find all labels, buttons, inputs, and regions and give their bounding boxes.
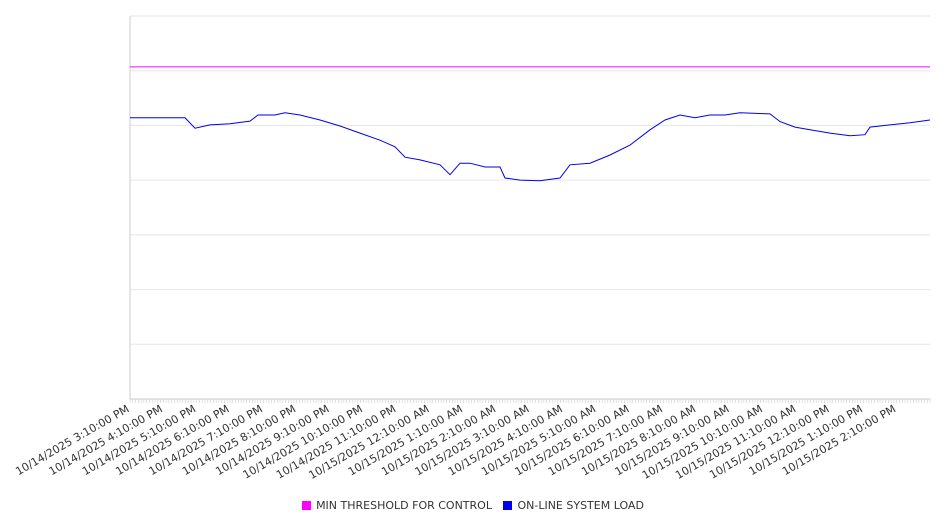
legend-swatch-load [503,501,513,510]
legend-swatch-threshold [302,501,312,510]
series-line-load [130,112,931,182]
legend-label: MIN THRESHOLD FOR CONTROL [316,499,492,512]
legend-item-threshold[interactable]: MIN THRESHOLD FOR CONTROL [302,499,492,512]
legend-label: ON-LINE SYSTEM LOAD [517,499,644,512]
legend: MIN THRESHOLD FOR CONTROL ON-LINE SYSTEM… [0,499,946,512]
legend-item-load[interactable]: ON-LINE SYSTEM LOAD [503,499,644,512]
